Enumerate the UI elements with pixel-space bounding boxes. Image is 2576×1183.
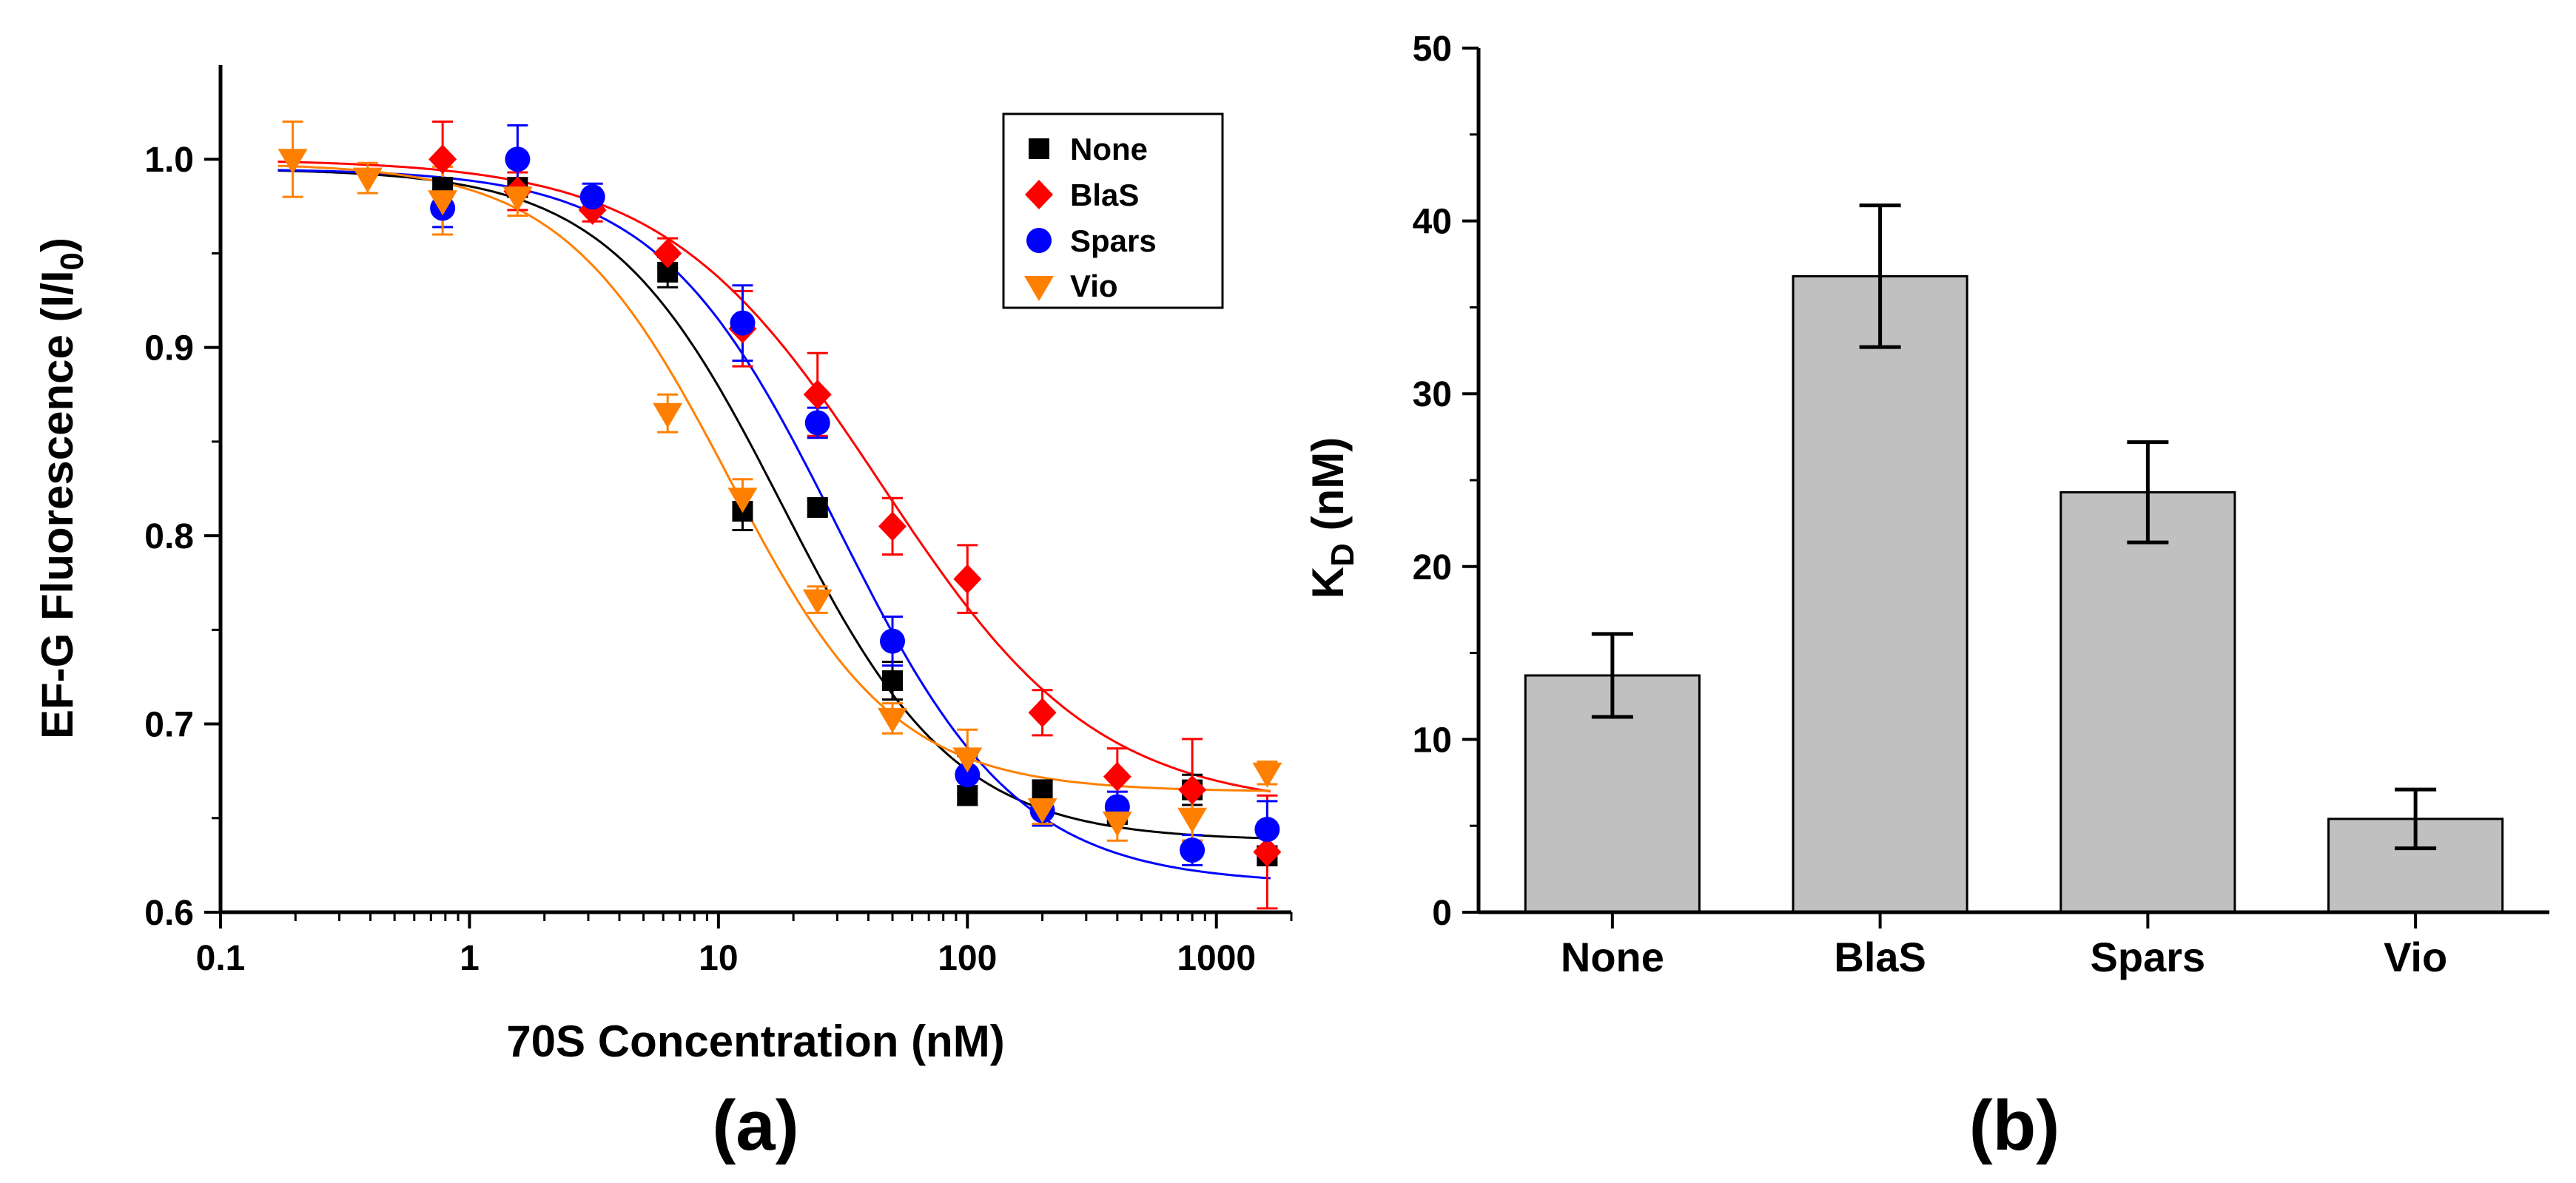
panel-label-b: (b) xyxy=(1969,1086,2060,1165)
data-point-blas xyxy=(1253,837,1282,867)
y-tick-label: 0.9 xyxy=(144,329,194,368)
data-point-vio xyxy=(878,707,908,733)
legend-marker-blas xyxy=(1025,180,1053,209)
bar-spars xyxy=(2059,491,2236,914)
y-axis-title: KD (nM) xyxy=(1303,437,1361,599)
y-ticks: 0 10 20 30 40 50 xyxy=(1413,30,1479,933)
legend-marker-none xyxy=(1029,138,1049,159)
data-point-vio xyxy=(1027,798,1057,824)
legend: None BlaS Spars Vio xyxy=(1002,112,1224,309)
y-tick-label: 20 xyxy=(1413,548,1452,587)
data-point-blas xyxy=(1103,761,1131,792)
x-tick-label: 1 xyxy=(460,939,480,978)
data-point-vio xyxy=(1102,811,1132,837)
bar-blas xyxy=(1792,274,1968,914)
legend-marker-vio xyxy=(1024,276,1054,301)
y-tick-label: 0.6 xyxy=(144,894,194,933)
data-point-vio xyxy=(727,488,758,513)
data-point-blas xyxy=(653,238,682,269)
x-tick-label-blas: BlaS xyxy=(1834,934,1926,980)
data-point-none xyxy=(1032,779,1053,801)
y-ticks: 0.6 0.7 0.8 0.9 1.0 xyxy=(144,141,221,933)
legend-label-blas: BlaS xyxy=(1070,178,1139,212)
panel-b: 0 10 20 30 40 50 None BlaS Spars Vio KD (nM) (b) xyxy=(1303,30,2549,1165)
data-point-spars xyxy=(804,410,830,436)
y-tick-label: 30 xyxy=(1413,375,1452,414)
legend-marker-spars xyxy=(1026,228,1052,253)
panel-label-a: (a) xyxy=(712,1086,798,1165)
x-ticks: None BlaS Spars Vio xyxy=(1561,912,2447,980)
y-tick-label: 50 xyxy=(1413,30,1452,69)
data-point-vio xyxy=(952,747,983,773)
data-point-spars xyxy=(955,762,981,788)
axes-b: 0 10 20 30 40 50 None BlaS Spars Vio xyxy=(1413,30,2549,980)
data-point-vio xyxy=(802,589,833,615)
y-tick-label: 10 xyxy=(1413,721,1452,760)
bars xyxy=(1524,274,2504,914)
data-point-vio xyxy=(428,190,458,216)
x-tick-label-spars: Spars xyxy=(2091,934,2206,980)
data-point-none xyxy=(882,670,904,692)
data-point-spars xyxy=(730,310,756,336)
data-point-none xyxy=(957,785,978,806)
data-point-vio xyxy=(352,167,383,193)
x-ticks: 0.1 1 10 100 1000 xyxy=(196,912,1293,978)
data-point-vio xyxy=(502,186,533,212)
legend-label-none: None xyxy=(1070,132,1148,166)
data-point-spars xyxy=(579,184,605,210)
data-point-vio xyxy=(653,402,683,428)
data-point-vio xyxy=(278,149,308,175)
y-tick-label: 0.7 xyxy=(144,706,194,745)
x-tick-label: 100 xyxy=(938,939,997,978)
data-point-none xyxy=(807,496,828,518)
bar-error-bars xyxy=(1591,203,2437,851)
y-tick-label: 0.8 xyxy=(144,517,194,556)
data-point-blas xyxy=(803,380,832,410)
x-tick-label: 1000 xyxy=(1177,939,1256,978)
x-tick-label: 10 xyxy=(699,939,738,978)
y-tick-label: 1.0 xyxy=(144,141,194,180)
data-point-blas xyxy=(878,511,907,542)
x-axis-title: 70S Concentration (nM) xyxy=(506,1017,1004,1066)
data-point-blas xyxy=(428,144,457,175)
y-tick-label: 0 xyxy=(1432,894,1452,933)
y-axis-title: EF-G Fluorescence (I/I0) xyxy=(33,237,90,739)
data-point-blas xyxy=(1028,698,1057,728)
axes-a: 0.1 1 10 100 1000 0.6 0.7 0.8 0.9 1.0 xyxy=(144,65,1293,978)
y-tick-label: 40 xyxy=(1413,203,1452,242)
legend-markers xyxy=(1024,138,1054,301)
legend-label-vio: Vio xyxy=(1070,269,1118,303)
x-tick-label: 0.1 xyxy=(196,939,246,978)
data-point-spars xyxy=(1180,837,1205,863)
panel-a: 0.1 1 10 100 1000 0.6 0.7 0.8 0.9 1.0 70S Concen… xyxy=(33,65,1293,1165)
data-point-blas xyxy=(1178,775,1207,805)
data-point-spars xyxy=(505,146,531,172)
x-tick-label-none: None xyxy=(1561,934,1664,980)
data-point-blas xyxy=(953,564,982,594)
legend-label-spars: Spars xyxy=(1070,223,1157,258)
data-markers xyxy=(278,144,1282,867)
data-point-spars xyxy=(1254,817,1280,843)
data-point-vio xyxy=(1252,762,1282,788)
data-point-vio xyxy=(1177,807,1208,833)
x-tick-label-vio: Vio xyxy=(2384,934,2447,980)
data-point-spars xyxy=(880,628,906,654)
